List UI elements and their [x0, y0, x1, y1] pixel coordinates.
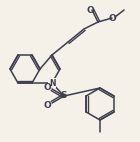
Text: S: S	[61, 91, 67, 101]
Text: O: O	[86, 6, 94, 14]
Text: O: O	[43, 83, 51, 91]
Text: N: N	[49, 79, 55, 87]
Text: O: O	[108, 13, 116, 22]
Text: O: O	[43, 101, 51, 109]
